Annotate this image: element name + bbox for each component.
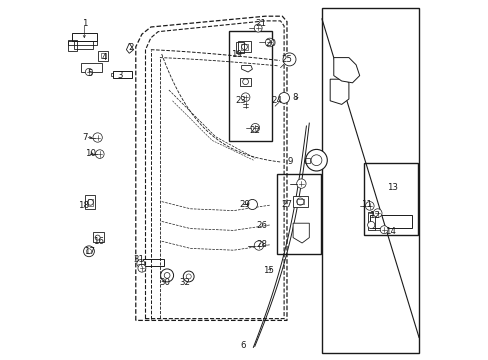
Bar <box>68 41 97 45</box>
Bar <box>81 63 102 72</box>
Text: 6: 6 <box>240 341 245 350</box>
Circle shape <box>242 79 248 85</box>
Text: 2: 2 <box>128 43 134 52</box>
Polygon shape <box>292 223 309 243</box>
Circle shape <box>137 260 144 267</box>
Circle shape <box>250 123 259 132</box>
Bar <box>111 73 113 76</box>
Polygon shape <box>98 51 108 61</box>
Bar <box>276 174 320 254</box>
Circle shape <box>183 271 194 282</box>
Bar <box>72 33 97 41</box>
Text: 3: 3 <box>117 71 123 80</box>
Text: 32: 32 <box>179 278 190 287</box>
Circle shape <box>367 221 374 229</box>
Bar <box>305 158 310 163</box>
Text: 12: 12 <box>368 211 380 220</box>
Text: 9: 9 <box>287 157 293 166</box>
Polygon shape <box>126 43 133 53</box>
Text: 17: 17 <box>84 247 95 256</box>
Polygon shape <box>238 41 250 52</box>
Text: 28: 28 <box>256 240 267 249</box>
Circle shape <box>373 209 381 217</box>
Circle shape <box>87 199 93 205</box>
Circle shape <box>83 246 94 257</box>
Bar <box>93 232 104 242</box>
Text: 25: 25 <box>281 55 292 64</box>
Text: 4: 4 <box>101 53 107 62</box>
Circle shape <box>265 38 273 47</box>
Bar <box>369 215 411 228</box>
Bar <box>142 259 163 266</box>
Bar <box>367 212 374 230</box>
Text: 18: 18 <box>78 201 88 210</box>
Text: 21: 21 <box>255 19 265 28</box>
Text: 8: 8 <box>291 94 297 103</box>
Text: 20: 20 <box>264 40 275 49</box>
Circle shape <box>247 199 257 210</box>
Circle shape <box>164 273 170 278</box>
Text: 13: 13 <box>386 184 398 193</box>
Bar <box>113 71 132 78</box>
Circle shape <box>365 202 373 210</box>
Polygon shape <box>292 196 307 207</box>
Circle shape <box>305 149 326 171</box>
Circle shape <box>241 93 249 102</box>
Text: 23: 23 <box>235 96 246 105</box>
Circle shape <box>283 53 295 66</box>
Circle shape <box>95 235 100 240</box>
Text: 16: 16 <box>93 237 104 246</box>
Text: 26: 26 <box>256 220 267 230</box>
Circle shape <box>296 179 305 188</box>
Text: 24: 24 <box>271 96 282 105</box>
Circle shape <box>86 249 91 254</box>
Text: 22: 22 <box>248 126 260 135</box>
Text: 14: 14 <box>384 227 395 236</box>
Bar <box>88 199 93 206</box>
Circle shape <box>241 44 247 50</box>
Circle shape <box>278 93 289 103</box>
Text: 5: 5 <box>87 69 93 78</box>
Polygon shape <box>329 79 348 104</box>
Polygon shape <box>241 66 252 72</box>
Polygon shape <box>333 58 359 83</box>
Circle shape <box>310 155 321 166</box>
Bar <box>364 163 417 235</box>
Bar <box>68 40 77 51</box>
Bar <box>296 199 303 204</box>
Bar <box>235 42 244 53</box>
Circle shape <box>254 241 263 250</box>
Circle shape <box>160 269 173 282</box>
Circle shape <box>296 198 303 205</box>
Text: 15: 15 <box>263 266 274 275</box>
Bar <box>101 53 106 58</box>
Text: 31: 31 <box>134 255 144 264</box>
Circle shape <box>186 274 191 279</box>
Bar <box>321 8 418 353</box>
Text: 19: 19 <box>231 50 242 59</box>
Circle shape <box>380 226 387 234</box>
Text: 27: 27 <box>281 200 292 209</box>
Text: 11: 11 <box>361 200 372 209</box>
Text: 7: 7 <box>82 133 88 142</box>
Circle shape <box>85 68 92 76</box>
Bar <box>73 41 93 49</box>
Bar <box>240 78 250 86</box>
Circle shape <box>254 24 262 32</box>
Bar <box>229 31 271 141</box>
Polygon shape <box>85 195 95 209</box>
Circle shape <box>138 264 145 272</box>
Circle shape <box>93 133 102 142</box>
Text: 29: 29 <box>239 200 249 209</box>
Text: 10: 10 <box>85 149 96 158</box>
Circle shape <box>95 150 104 158</box>
Bar <box>241 44 247 50</box>
Text: 1: 1 <box>81 19 87 28</box>
Text: 30: 30 <box>159 278 170 287</box>
